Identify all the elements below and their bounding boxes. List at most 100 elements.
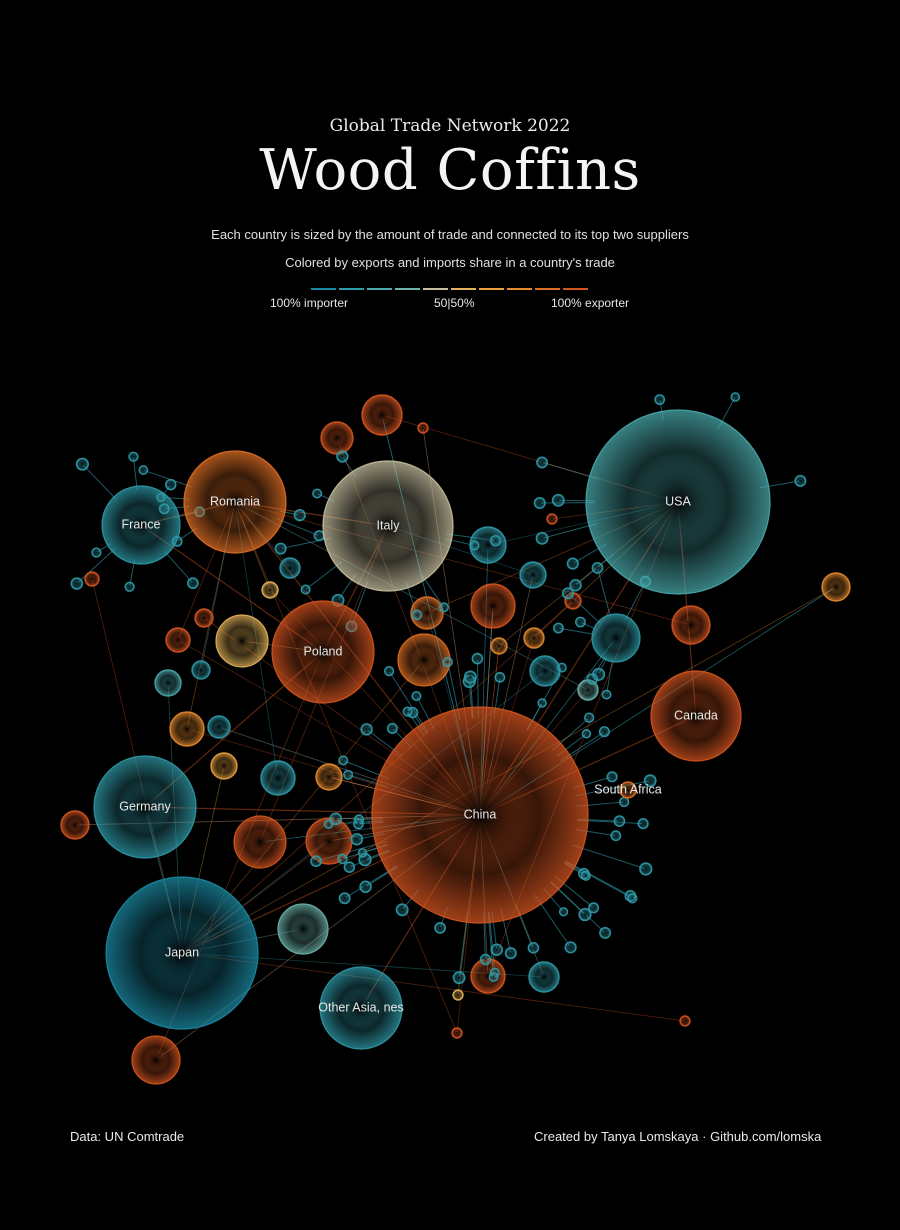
chart-description-1: Each country is sized by the amount of t… bbox=[211, 227, 689, 242]
satellite-node bbox=[402, 706, 413, 717]
satellite-node bbox=[360, 723, 373, 736]
satellite-node bbox=[618, 796, 630, 808]
country-label: Canada bbox=[674, 708, 718, 722]
country-node bbox=[93, 755, 197, 859]
data-source: Data: UN Comtrade bbox=[70, 1129, 185, 1144]
network-node bbox=[490, 637, 508, 655]
satellite-node bbox=[438, 602, 449, 613]
satellite-node bbox=[606, 771, 618, 783]
satellite-node bbox=[599, 926, 612, 939]
satellite-node bbox=[336, 450, 349, 463]
country-label: Poland bbox=[304, 644, 343, 658]
country-node bbox=[322, 460, 454, 592]
satellite-node bbox=[574, 616, 586, 628]
satellite-node bbox=[353, 818, 364, 830]
satellite-node bbox=[537, 698, 547, 708]
satellite-node bbox=[350, 832, 364, 846]
satellite-node bbox=[578, 907, 592, 922]
satellite-node bbox=[581, 729, 592, 739]
satellite-node bbox=[442, 656, 454, 668]
network-node bbox=[261, 581, 279, 599]
satellite-node bbox=[274, 542, 287, 555]
satellite-node bbox=[329, 812, 343, 826]
satellite-node bbox=[138, 465, 149, 475]
network-node bbox=[679, 1015, 691, 1027]
network-node bbox=[519, 561, 547, 589]
chart-title: Wood Coffins bbox=[259, 138, 641, 203]
network-node bbox=[279, 557, 301, 579]
network-nodes bbox=[60, 392, 851, 1085]
color-legend bbox=[311, 288, 588, 290]
satellite-node bbox=[586, 673, 599, 685]
satellite-node bbox=[310, 855, 322, 868]
satellite-node bbox=[312, 488, 323, 499]
network-node bbox=[591, 613, 641, 663]
satellite-node bbox=[463, 670, 477, 684]
satellite-node bbox=[411, 609, 423, 621]
country-node bbox=[105, 876, 259, 1030]
network-node bbox=[84, 571, 100, 587]
network-node bbox=[361, 394, 403, 436]
satellite-node bbox=[434, 922, 447, 934]
satellite-edge bbox=[277, 518, 320, 537]
satellite-node bbox=[337, 853, 348, 865]
satellite-node bbox=[613, 815, 626, 828]
country-label: Japan bbox=[165, 945, 199, 959]
network-node bbox=[233, 815, 287, 869]
satellite-edge bbox=[575, 780, 651, 797]
satellite-node bbox=[527, 942, 540, 954]
satellite-node bbox=[588, 902, 600, 914]
country-node bbox=[585, 409, 771, 595]
satellite-node bbox=[91, 547, 102, 558]
country-node bbox=[319, 966, 403, 1050]
satellite-node bbox=[564, 941, 577, 954]
country-label: China bbox=[464, 807, 497, 821]
satellite-node bbox=[383, 665, 395, 677]
satellite-node bbox=[533, 496, 546, 510]
satellite-node bbox=[551, 493, 565, 507]
satellite-node bbox=[479, 953, 492, 966]
satellite-node bbox=[561, 587, 575, 600]
network-node bbox=[320, 421, 354, 455]
network-node bbox=[451, 1027, 463, 1039]
satellite-node bbox=[358, 852, 372, 867]
satellite-node bbox=[556, 662, 567, 673]
legend-exporter-label: 100% exporter bbox=[551, 296, 630, 310]
network-node bbox=[529, 655, 561, 687]
network-node bbox=[210, 752, 238, 780]
satellite-node bbox=[124, 581, 135, 592]
satellite-node bbox=[654, 394, 666, 405]
network-node bbox=[169, 711, 205, 747]
legend-swatch bbox=[535, 288, 560, 290]
satellite-node bbox=[580, 870, 591, 881]
credit-line: Created by Tanya Lomskaya · Github.com/l… bbox=[534, 1129, 822, 1144]
satellite-edge bbox=[550, 881, 606, 934]
satellite-node bbox=[566, 557, 579, 570]
network-node bbox=[546, 513, 558, 525]
legend-swatch bbox=[479, 288, 504, 290]
legend-swatch bbox=[451, 288, 476, 290]
satellite-node bbox=[598, 726, 610, 738]
satellite-node bbox=[490, 943, 504, 957]
satellite-node bbox=[637, 818, 649, 830]
satellite-node bbox=[338, 892, 351, 905]
network-node bbox=[528, 961, 560, 993]
country-label: Other Asia, nes bbox=[318, 1000, 403, 1014]
trade-edge bbox=[181, 952, 686, 1022]
satellite-node bbox=[643, 774, 657, 788]
network-node bbox=[470, 583, 516, 629]
satellite-node bbox=[128, 451, 139, 462]
satellite-node bbox=[469, 540, 480, 551]
trade-edge bbox=[234, 501, 692, 626]
satellite-edge bbox=[132, 456, 138, 491]
network-node bbox=[417, 422, 429, 434]
legend-importer-label: 100% importer bbox=[270, 296, 349, 310]
country-label: USA bbox=[665, 494, 691, 508]
satellite-node bbox=[293, 509, 306, 522]
network-node bbox=[165, 627, 191, 653]
satellite-node bbox=[70, 577, 84, 590]
trade-edge bbox=[234, 501, 589, 691]
country-node bbox=[183, 450, 287, 554]
legend-swatch bbox=[367, 288, 392, 290]
